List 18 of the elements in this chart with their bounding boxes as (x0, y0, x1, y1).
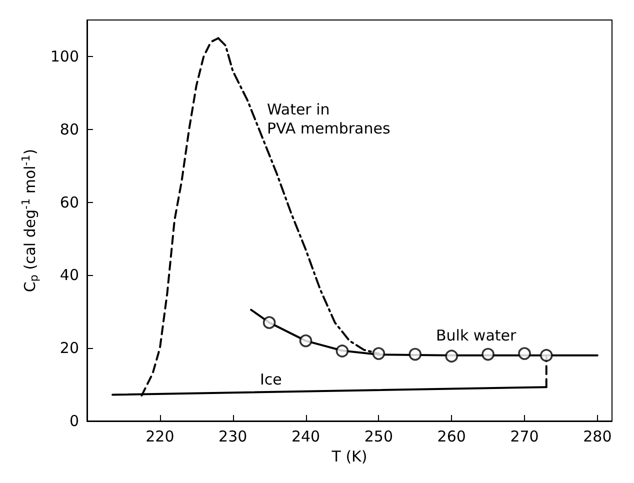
x-axis-title: T (K) (330, 447, 368, 466)
annotation: Water in PVA membranes (267, 100, 390, 138)
annotation: Bulk water (436, 326, 517, 344)
y-tick-label: 20 (60, 339, 79, 358)
x-tick-label: 260 (437, 428, 466, 446)
x-tick-label: 280 (583, 428, 612, 446)
x-tick-label: 230 (218, 428, 248, 446)
y-tick-label: 80 (60, 120, 79, 138)
y-axis-title: Cp (cal deg-1 mol-1) (19, 148, 40, 292)
x-tick-label: 220 (146, 428, 174, 446)
x-tick-label: 270 (510, 428, 539, 446)
x-tick-label: 250 (364, 428, 393, 446)
y-tick-label: 40 (60, 266, 79, 284)
annotation: Ice (260, 370, 282, 388)
y-tick-label: 100 (50, 47, 79, 66)
y-tick-label: 0 (69, 412, 79, 430)
y-tick-label: 60 (60, 193, 79, 212)
x-tick-label: 240 (291, 428, 320, 446)
